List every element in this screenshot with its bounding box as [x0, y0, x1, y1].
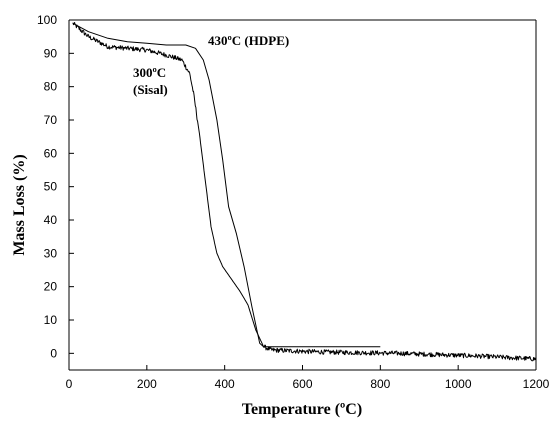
y-tick-label: 70: [44, 113, 58, 127]
x-axis-label: Temperature (ºC): [242, 401, 362, 418]
x-axis-ticks: 0 200 400 600 800 1000 1200: [66, 365, 550, 391]
y-tick-label: 20: [44, 280, 58, 294]
annotation-sisal-temp: 300ºC: [133, 65, 166, 80]
x-tick-label: 200: [137, 377, 157, 391]
y-tick-label: 100: [37, 13, 57, 27]
y-tick-label: 90: [44, 46, 58, 60]
y-tick-label: 10: [44, 313, 58, 327]
series-line-1: [72, 22, 381, 348]
y-tick-label: 40: [44, 213, 58, 227]
x-tick-label: 400: [215, 377, 235, 391]
y-tick-label: 80: [44, 80, 58, 94]
y-tick-label: 0: [50, 346, 57, 360]
x-tick-label: 600: [292, 377, 312, 391]
annotation-hdpe: 430ºC (HDPE): [208, 33, 289, 48]
series-line-0: [72, 22, 537, 362]
x-tick-label: 0: [66, 377, 73, 391]
y-tick-label: 60: [44, 146, 58, 160]
annotation-sisal-name: (Sisal): [133, 82, 168, 97]
x-tick-label: 800: [370, 377, 390, 391]
series-layer: [72, 22, 537, 362]
y-axis-label: Mass Loss (%): [11, 154, 28, 255]
x-tick-label: 1200: [523, 377, 550, 391]
y-tick-label: 30: [44, 246, 58, 260]
y-tick-label: 50: [44, 180, 58, 194]
y-axis-ticks: 0 10 20 30 40 50 60 70 80 90 100: [37, 13, 74, 360]
x-tick-label: 1000: [445, 377, 472, 391]
